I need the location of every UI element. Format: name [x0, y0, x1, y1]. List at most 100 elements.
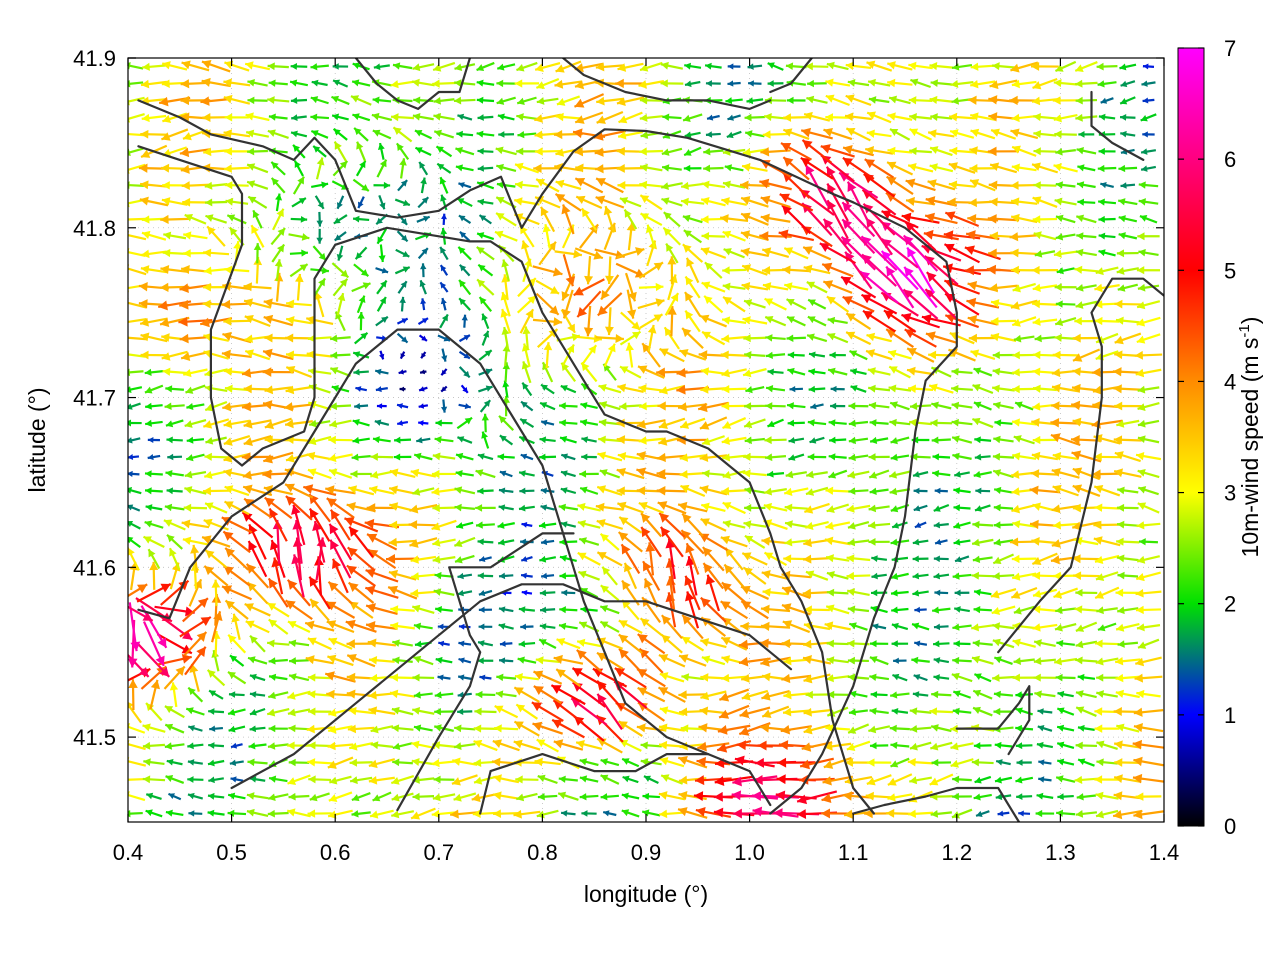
- wind-arrow: [1055, 214, 1076, 224]
- wind-arrow: [760, 213, 791, 223]
- wind-arrow: [357, 311, 365, 331]
- wind-arrow: [640, 741, 662, 750]
- wind-arrow: [1077, 673, 1096, 681]
- wind-arrow: [144, 384, 164, 394]
- wind-arrow: [1034, 690, 1056, 699]
- wind-arrow: [249, 691, 266, 698]
- wind-arrow: [327, 453, 353, 463]
- wind-arrow: [642, 560, 661, 591]
- wind-arrow: [388, 485, 417, 495]
- wind-arrow: [128, 605, 154, 622]
- wind-arrow: [906, 246, 935, 294]
- wind-arrow: [227, 792, 246, 800]
- wind-arrow: [247, 96, 268, 105]
- wind-arrow: [286, 808, 311, 818]
- wind-arrow: [930, 724, 952, 733]
- wind-arrow: [910, 453, 931, 461]
- wind-arrow: [948, 162, 976, 174]
- wind-arrow: [923, 255, 959, 286]
- wind-arrow: [1115, 656, 1141, 666]
- wind-arrow: [952, 775, 972, 784]
- wind-arrow: [459, 230, 471, 242]
- wind-arrow: [493, 809, 520, 818]
- wind-arrow: [183, 631, 208, 657]
- wind-arrow: [312, 520, 326, 563]
- wind-arrow: [970, 112, 996, 121]
- wind-arrow: [520, 400, 534, 412]
- wind-arrow: [826, 199, 849, 239]
- wind-arrow: [413, 452, 433, 461]
- wind-arrow: [825, 486, 850, 495]
- wind-arrow: [973, 470, 992, 479]
- wind-arrow: [1137, 283, 1160, 292]
- wind-arrow: [645, 542, 656, 576]
- wind-arrow: [765, 385, 786, 393]
- wind-arrow: [864, 158, 895, 179]
- wind-arrow: [540, 504, 555, 511]
- wind-arrow: [371, 112, 393, 122]
- wind-arrow: [921, 313, 961, 327]
- wind-arrow: [372, 96, 392, 104]
- wind-arrow: [660, 182, 683, 190]
- wind-arrow: [764, 487, 787, 496]
- wind-arrow: [346, 653, 376, 668]
- wind-arrow: [890, 453, 910, 461]
- wind-arrow: [247, 540, 268, 578]
- wind-arrow: [1010, 128, 1039, 140]
- wind-arrow: [284, 419, 313, 429]
- wind-arrow: [680, 724, 705, 733]
- wind-arrow: [579, 587, 599, 599]
- wind-arrow: [392, 742, 413, 751]
- wind-arrow: [827, 316, 848, 325]
- wind-arrow: [412, 706, 435, 715]
- wind-arrow: [847, 605, 870, 614]
- wind-arrow: [807, 79, 827, 88]
- wind-arrow: [204, 181, 228, 190]
- wind-arrow: [308, 775, 332, 784]
- wind-arrow: [331, 113, 349, 121]
- wind-arrow: [1052, 484, 1079, 497]
- wind-arrow: [184, 213, 207, 225]
- wind-arrow: [268, 618, 289, 635]
- wind-arrow: [1135, 605, 1161, 615]
- y-axis-label: latitude (°): [24, 387, 50, 492]
- wind-arrow: [595, 195, 625, 209]
- wind-arrow: [327, 580, 353, 605]
- wind-arrow: [147, 548, 161, 570]
- wind-arrow: [283, 402, 315, 412]
- wind-arrow: [289, 249, 309, 257]
- wind-arrow: [721, 401, 747, 411]
- wind-arrow: [455, 521, 474, 529]
- wind-arrow: [332, 63, 349, 70]
- wind-arrow: [683, 164, 702, 172]
- wind-arrow: [824, 621, 851, 631]
- wind-arrow: [777, 757, 816, 768]
- wind-arrow: [802, 588, 832, 598]
- wind-arrow: [720, 350, 748, 360]
- wind-arrow: [336, 245, 344, 261]
- wind-arrow: [575, 740, 603, 751]
- wind-arrow: [1077, 164, 1096, 172]
- wind-arrow: [1074, 775, 1099, 784]
- wind-arrow: [826, 61, 849, 71]
- wind-arrow: [869, 640, 889, 648]
- wind-arrow: [397, 179, 408, 192]
- terrain-contour: [955, 685, 1031, 756]
- wind-arrow: [762, 282, 789, 291]
- wind-arrow: [154, 605, 195, 617]
- wind-arrow: [559, 572, 578, 580]
- wind-arrow: [304, 620, 335, 632]
- wind-arrow: [1036, 741, 1054, 749]
- wind-arrow: [803, 639, 831, 649]
- wind-arrow: [971, 538, 994, 547]
- wind-arrow: [889, 401, 910, 411]
- wind-arrow: [185, 707, 205, 716]
- wind-arrow: [551, 718, 585, 739]
- wind-arrow: [887, 773, 913, 786]
- wind-arrow: [477, 263, 494, 277]
- wind-arrow: [639, 163, 663, 172]
- wind-arrow: [349, 776, 373, 785]
- colorbar-tick-label: 5: [1224, 258, 1236, 283]
- wind-arrow: [233, 240, 242, 266]
- wind-arrow: [887, 78, 913, 88]
